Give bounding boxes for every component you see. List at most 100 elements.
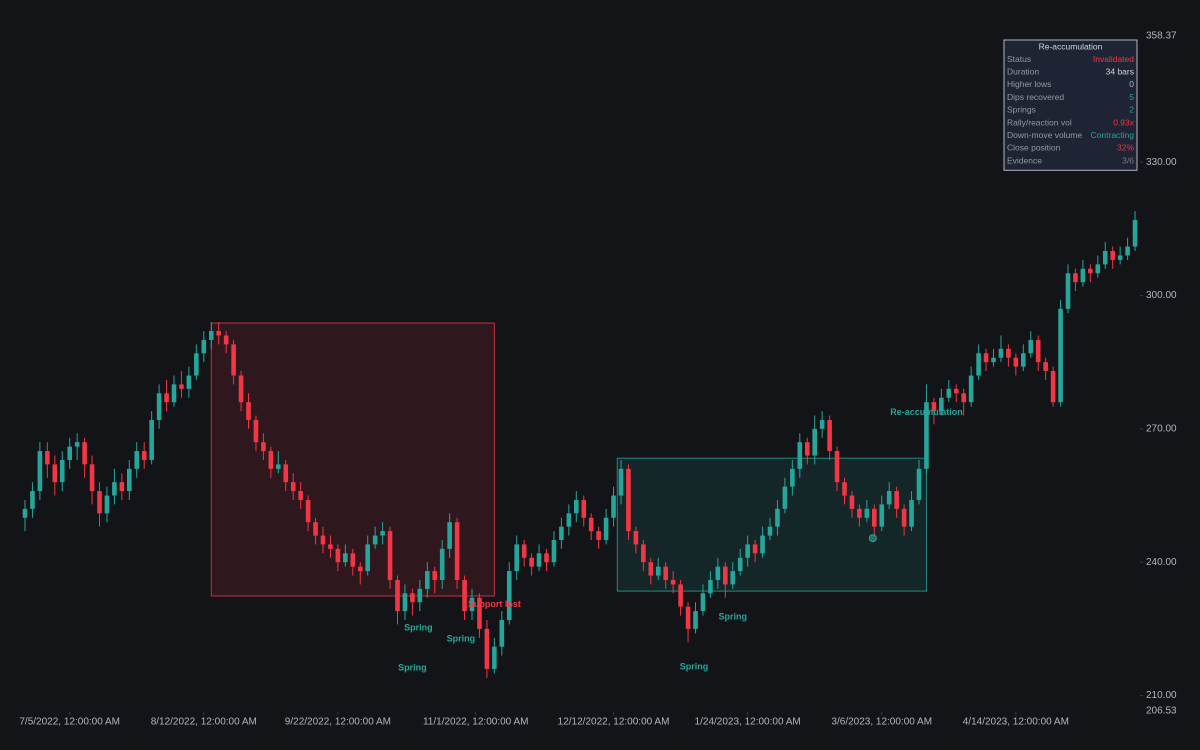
- candle-body: [328, 544, 333, 549]
- candle-body: [469, 597, 475, 612]
- panel-value: Invalidated: [1093, 54, 1134, 64]
- candle-body: [1132, 219, 1138, 247]
- candle-body: [1088, 268, 1093, 274]
- panel-label: Dips recovered: [1007, 92, 1064, 102]
- candle-body: [22, 508, 28, 518]
- candle-body: [484, 628, 490, 669]
- candle-body: [194, 353, 199, 376]
- x-tick-label: 4/14/2023, 12:00:00 AM: [963, 717, 1069, 728]
- candle-body: [715, 566, 721, 580]
- candle-body: [782, 486, 788, 509]
- candle-body: [246, 402, 251, 420]
- candle-body: [521, 544, 527, 558]
- y-tick-label: 300.00: [1146, 290, 1177, 301]
- candle-body: [574, 499, 579, 514]
- annotation: Support lost: [468, 599, 521, 609]
- candle-body: [104, 495, 110, 514]
- candle-body: [685, 606, 691, 629]
- candle-body: [253, 419, 259, 443]
- candle-body: [611, 495, 616, 518]
- candle-body: [380, 531, 385, 536]
- panel-label: Springs: [1007, 105, 1036, 115]
- info-panel: Re-accumulation Status Invalidated Duration…: [1003, 39, 1138, 171]
- candle-body: [1117, 255, 1123, 260]
- candle-body: [171, 384, 177, 403]
- y-limit-label: 206.53: [1146, 706, 1177, 717]
- candle-body: [223, 335, 229, 345]
- annotation: Spring: [680, 661, 709, 671]
- candle-body: [708, 579, 713, 594]
- candle-body: [127, 468, 132, 492]
- candle-body: [74, 442, 80, 447]
- candle-body: [462, 579, 467, 612]
- candle-body: [790, 468, 795, 487]
- x-tick-label: 1/24/2023, 12:00:00 AM: [695, 717, 801, 728]
- candle-body: [395, 579, 400, 612]
- candle-body: [1125, 246, 1130, 256]
- candle-body: [402, 593, 408, 612]
- candle-body: [767, 526, 773, 536]
- candle-body: [59, 459, 65, 483]
- annotations: Support lost Spring Spring Spring Spring Spri…: [398, 407, 963, 672]
- candle-body: [596, 531, 601, 540]
- candle-body: [186, 375, 192, 389]
- candle-body: [305, 499, 311, 523]
- candle-body: [976, 353, 981, 376]
- candle-body: [216, 331, 221, 336]
- candle-body: [439, 548, 445, 580]
- annotation: Spring: [447, 633, 476, 643]
- candle-body: [655, 566, 661, 576]
- candle-body: [939, 397, 944, 412]
- candle-body: [983, 353, 989, 363]
- panel-label: Close position: [1007, 143, 1061, 153]
- candle-body: [1043, 362, 1048, 372]
- candle-body: [745, 544, 750, 558]
- candle-body: [365, 544, 370, 572]
- panel-value: 0.93x: [1113, 117, 1135, 127]
- candle-body: [812, 428, 817, 456]
- candle-body: [261, 442, 266, 452]
- candle-body: [357, 566, 363, 572]
- candle-body: [268, 451, 274, 469]
- candle-body: [916, 468, 922, 500]
- candle-body: [544, 553, 549, 563]
- candle-body: [529, 557, 534, 567]
- candle-body: [953, 388, 959, 394]
- candle-body: [603, 517, 609, 540]
- candle-body: [67, 446, 72, 460]
- panel-value: Contracting: [1091, 130, 1135, 140]
- candle-body: [946, 388, 952, 398]
- panel-label: Duration: [1007, 66, 1039, 76]
- candle-body: [641, 544, 646, 563]
- candle-body: [119, 482, 125, 492]
- candle-body: [1080, 268, 1086, 283]
- panel-value: 2: [1129, 105, 1134, 115]
- candle-body: [536, 553, 542, 567]
- candle-body: [425, 571, 430, 589]
- candle-body: [492, 646, 497, 669]
- candle-body: [514, 544, 519, 572]
- candle-body: [179, 384, 184, 389]
- candle-body: [134, 451, 140, 469]
- candle-body: [343, 553, 348, 563]
- candle-body: [752, 544, 758, 554]
- y-tick-label: 330.00: [1146, 157, 1177, 168]
- candle-body: [1035, 339, 1041, 363]
- candle-body: [737, 557, 743, 572]
- candle-body: [201, 339, 207, 354]
- candle-body: [670, 579, 676, 585]
- candle-body: [506, 571, 512, 621]
- candle-body: [387, 531, 393, 580]
- candle-body: [693, 611, 698, 629]
- candle-body: [45, 451, 50, 465]
- candle-body: [648, 562, 654, 576]
- y-limit-label: 358.37: [1146, 31, 1177, 42]
- x-tick-label: 7/5/2022, 12:00:00 AM: [19, 717, 120, 728]
- candle-body: [931, 402, 937, 412]
- candle-body: [991, 357, 996, 363]
- candle-body: [663, 566, 668, 580]
- x-tick-label: 9/22/2022, 12:00:00 AM: [285, 717, 391, 728]
- candle-body: [961, 393, 966, 403]
- annotation: Spring: [719, 611, 748, 621]
- candle-body: [1095, 264, 1101, 274]
